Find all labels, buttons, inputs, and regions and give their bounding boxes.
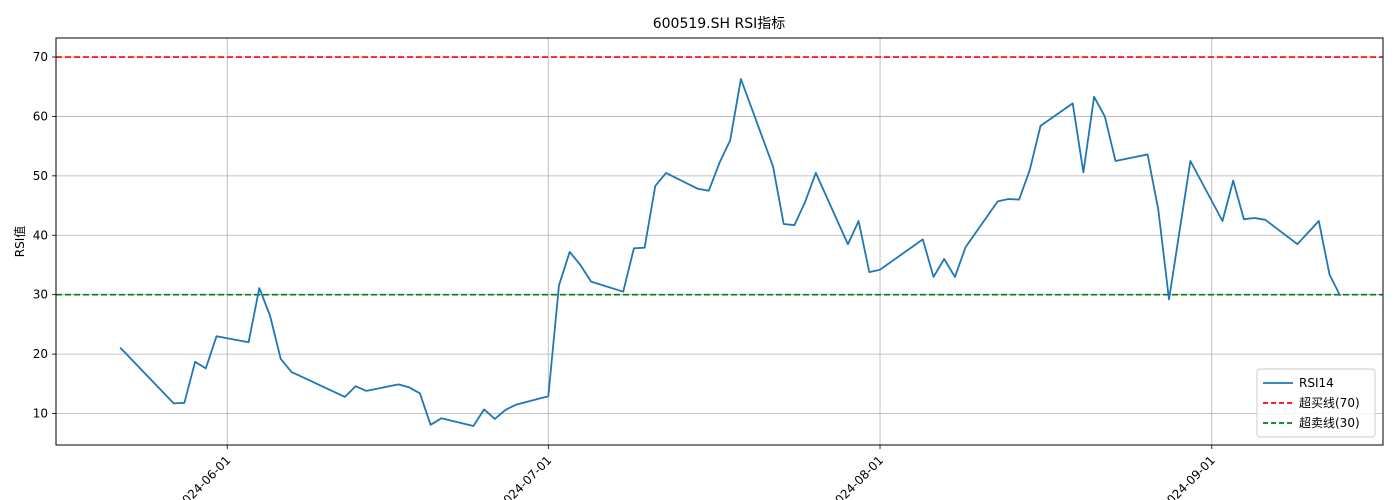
legend-label: 超卖线(30) xyxy=(1299,415,1360,430)
x-tick-label: 2024-09-01 xyxy=(1159,453,1218,500)
legend-label: 超买线(70) xyxy=(1299,395,1360,410)
y-tick-label: 70 xyxy=(33,50,48,64)
y-tick-label: 10 xyxy=(33,407,48,421)
y-tick-label: 20 xyxy=(33,347,48,361)
x-tick-label: 2024-07-01 xyxy=(495,453,554,500)
y-tick-label: 50 xyxy=(33,169,48,183)
reference-lines xyxy=(56,56,1383,296)
series-lines xyxy=(119,78,1342,427)
y-tick-label: 30 xyxy=(33,288,48,302)
y-axis-label: RSI值 xyxy=(12,226,27,258)
x-tick-label: 2024-06-01 xyxy=(174,453,233,500)
grid-lines xyxy=(56,38,1383,445)
legend-label: RSI14 xyxy=(1299,376,1334,390)
x-tick-label: 2024-08-01 xyxy=(827,453,886,500)
series-line xyxy=(119,78,1342,427)
y-axis-ticks: 10 20 30 40 50 60 70 xyxy=(33,50,56,421)
plot-frame xyxy=(55,37,1384,446)
plot-area xyxy=(55,37,1384,446)
legend: RSI14 超买线(70) 超卖线(30) xyxy=(1256,368,1376,438)
y-tick-label: 60 xyxy=(33,109,48,123)
chart-title: 600519.SH RSI指标 xyxy=(653,16,786,32)
x-axis-ticks: 2024-06-01 2024-07-01 2024-08-01 2024-09-01 xyxy=(174,445,1218,500)
legend-box xyxy=(1256,368,1376,438)
y-tick-label: 40 xyxy=(33,228,48,242)
